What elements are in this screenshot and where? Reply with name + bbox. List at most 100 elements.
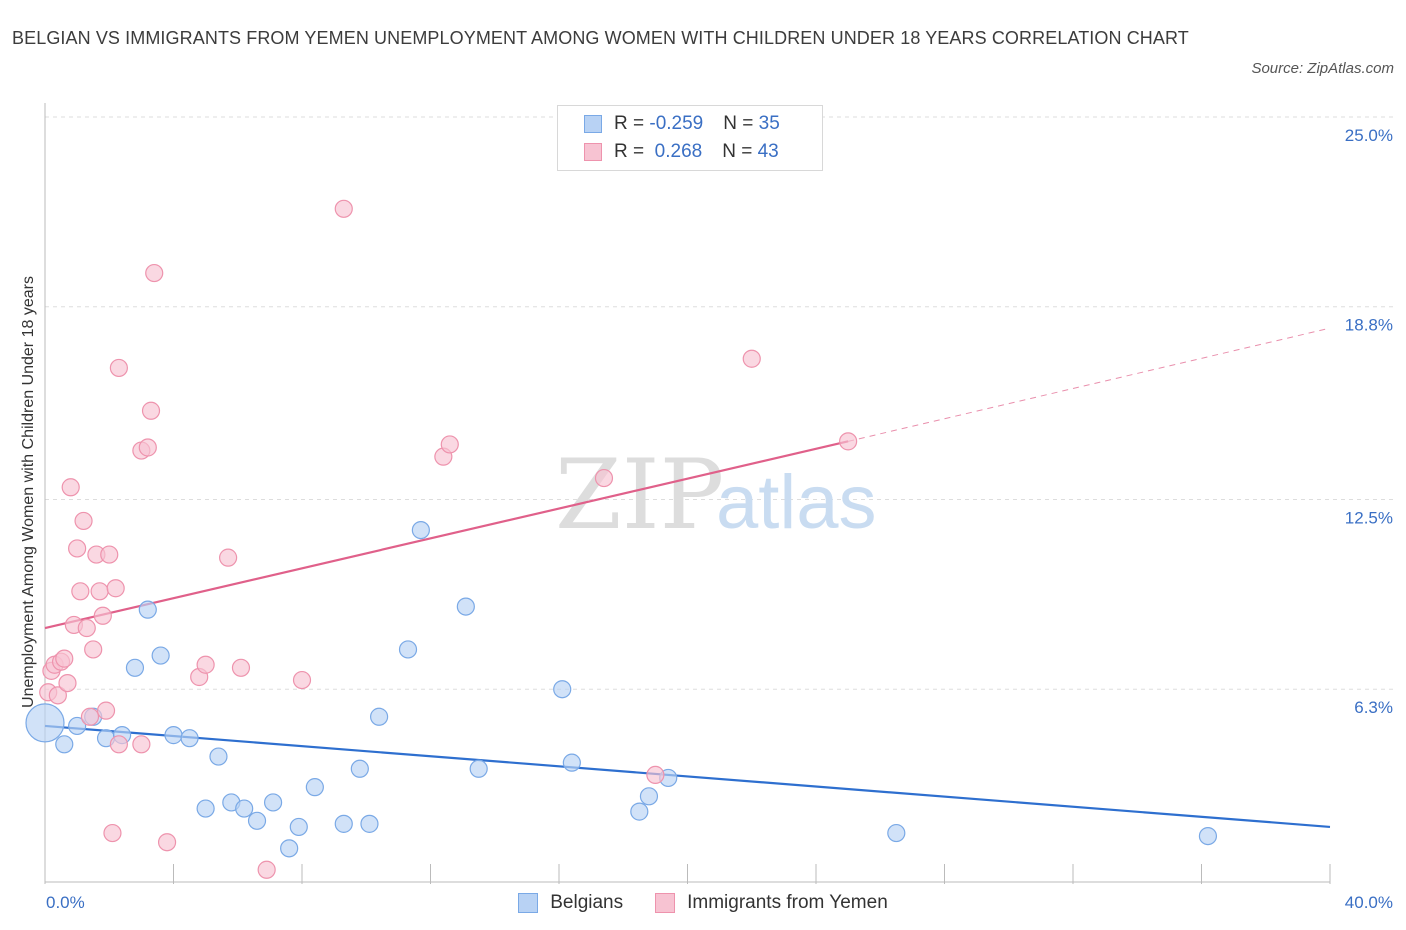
data-point-belgians [180, 729, 199, 748]
series-legend-belgians[interactable]: Belgians [518, 892, 623, 914]
legend-n-label: N = [722, 141, 758, 162]
grid-layer [45, 116, 1396, 690]
trend-line-extension-yemen [848, 327, 1331, 442]
data-point-yemen [96, 701, 116, 720]
data-point-yemen [257, 860, 276, 879]
x-tick-label: 0.0% [46, 893, 85, 912]
legend-swatch-belgians [584, 115, 602, 133]
data-point-yemen [100, 545, 119, 564]
data-point-belgians [164, 726, 183, 745]
chart-title: BELGIAN VS IMMIGRANTS FROM YEMEN UNEMPLO… [12, 28, 1189, 48]
legend-swatch-yemen [655, 893, 676, 913]
y-axis-label: Unemployment Among Women with Children U… [20, 276, 37, 708]
legend-r-value: 0.268 [649, 141, 703, 162]
data-point-yemen [109, 358, 128, 378]
data-point-belgians [151, 646, 170, 665]
y-tick-label: 12.5% [1345, 509, 1393, 528]
data-point-yemen [71, 582, 90, 601]
legend-n-value: 43 [757, 141, 779, 162]
legend-r-value: -0.259 [649, 113, 704, 134]
legend-swatch-belgians [518, 893, 539, 913]
data-point-yemen [77, 618, 96, 638]
data-point-belgians [125, 658, 145, 677]
data-point-yemen [219, 548, 238, 567]
legend-n-label: N = [723, 113, 759, 134]
trend-line-belgians [44, 724, 1331, 829]
data-point-belgians [469, 759, 488, 778]
data-point-yemen [93, 606, 112, 625]
y-tick-label: 25.0% [1345, 126, 1393, 145]
legend-r-label: R = [614, 113, 650, 134]
data-point-yemen [48, 686, 67, 705]
trend-layer [44, 327, 1331, 829]
data-point-yemen [132, 735, 151, 754]
legend-row-belgians: R = -0.259 N = 35 [584, 110, 780, 138]
legend-n-value: 35 [758, 113, 780, 134]
legend-row-yemen: R = 0.268 N = 43 [584, 138, 779, 166]
y-tick-label: 6.3% [1354, 698, 1393, 717]
data-point-belgians [456, 597, 475, 616]
data-point-belgians [247, 811, 267, 830]
data-point-yemen [196, 655, 215, 674]
data-point-belgians [196, 799, 215, 818]
data-point-yemen [74, 511, 93, 531]
data-point-belgians [25, 703, 65, 743]
data-point-yemen [646, 765, 665, 785]
data-point-yemen [68, 539, 87, 558]
data-point-yemen [145, 263, 164, 283]
data-point-belgians [55, 735, 74, 754]
series-legend: Belgians Immigrants from Yemen [0, 888, 1406, 918]
data-point-yemen [742, 349, 761, 368]
data-point-yemen [80, 707, 100, 726]
data-point-belgians [305, 778, 324, 797]
data-point-yemen [594, 468, 614, 488]
data-point-belgians [235, 799, 254, 818]
data-point-yemen [334, 199, 353, 218]
data-point-yemen [103, 823, 122, 843]
axis-layer: 6.3% 12.5% 18.8% 25.0% 0.0% 40.0% [44, 103, 1393, 912]
data-point-belgians [630, 802, 649, 821]
series-legend-yemen[interactable]: Immigrants from Yemen [655, 892, 888, 914]
data-point-belgians [68, 716, 87, 736]
data-point-belgians [553, 680, 572, 699]
data-point-belgians [370, 707, 389, 726]
data-point-belgians [1198, 826, 1218, 846]
trend-line-yemen [44, 440, 849, 630]
data-point-belgians [398, 640, 418, 659]
watermark-zip: ZIP [555, 439, 724, 551]
data-point-belgians [887, 823, 906, 843]
data-point-belgians [350, 759, 369, 778]
data-point-belgians [263, 793, 283, 812]
data-point-yemen [90, 582, 109, 601]
legend-label-yemen: Immigrants from Yemen [687, 892, 888, 913]
data-point-yemen [141, 401, 161, 420]
data-point-yemen [292, 670, 312, 690]
legend-label-belgians: Belgians [550, 892, 624, 913]
data-point-belgians [138, 600, 157, 619]
data-point-yemen [231, 658, 251, 677]
data-point-belgians [334, 814, 353, 833]
data-point-belgians [639, 787, 659, 806]
legend-r-label: R = [614, 141, 650, 162]
data-point-belgians [360, 814, 379, 833]
watermark-atlas: atlas [716, 460, 877, 545]
point-layer [25, 199, 1218, 879]
data-point-yemen [839, 432, 858, 451]
data-point-yemen [61, 478, 80, 497]
legend-swatch-yemen [584, 143, 602, 161]
data-point-yemen [157, 833, 177, 852]
data-point-belgians [411, 520, 430, 540]
data-point-yemen [55, 649, 74, 668]
correlation-legend: R = -0.259 N = 35 R = 0.268 N = 43 [557, 105, 823, 171]
x-tick-label: 40.0% [1345, 893, 1393, 912]
data-point-yemen [440, 435, 459, 454]
y-tick-label: 18.8% [1345, 316, 1393, 335]
data-point-yemen [109, 735, 128, 754]
data-point-yemen [106, 579, 125, 598]
data-point-yemen [84, 640, 103, 659]
data-point-belgians [289, 817, 308, 837]
data-point-yemen [58, 673, 77, 693]
data-point-belgians [209, 747, 228, 766]
data-point-yemen [138, 438, 157, 457]
